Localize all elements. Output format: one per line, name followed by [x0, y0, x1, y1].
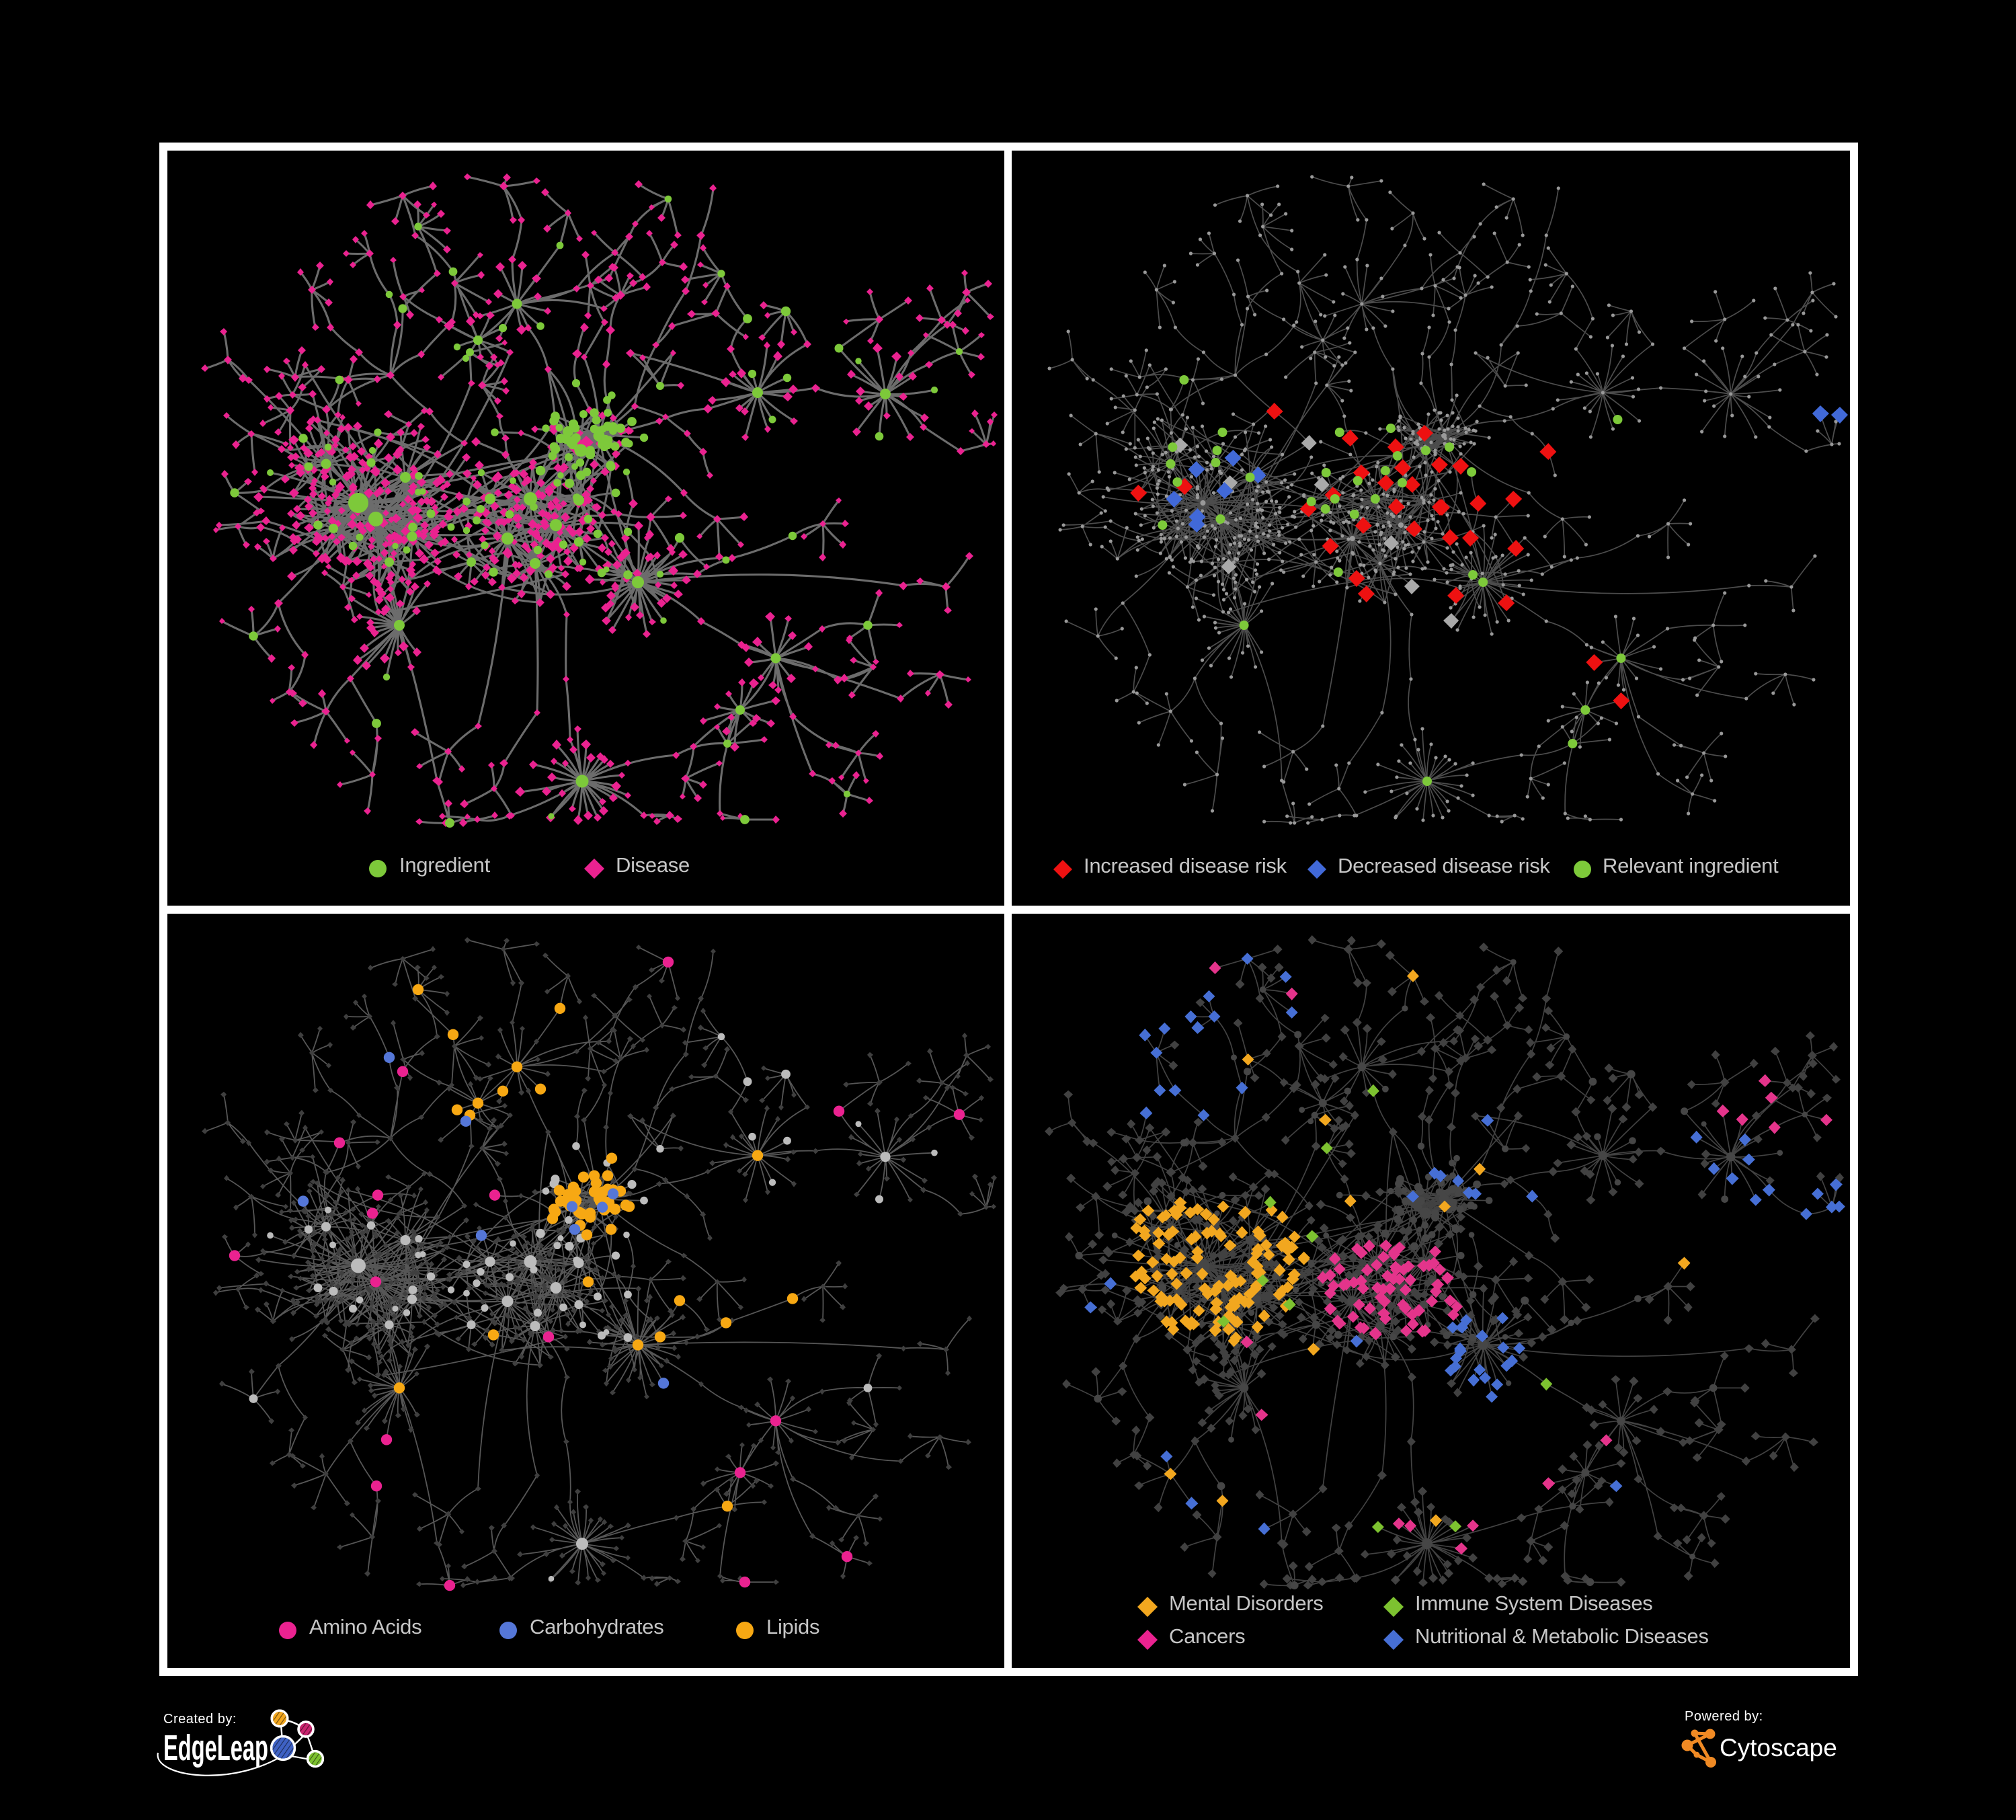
svg-text:EdgeLeap: EdgeLeap — [163, 1728, 268, 1768]
svg-text:Cytoscape: Cytoscape — [1720, 1734, 1837, 1762]
